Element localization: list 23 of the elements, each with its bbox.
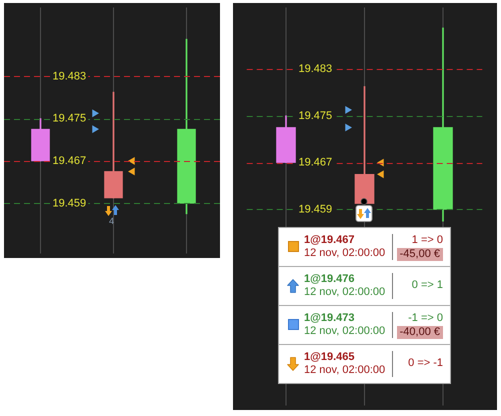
text: 1@19.467 (304, 234, 354, 247)
text: 1@19.465 (304, 351, 354, 364)
annotation: -45,00 € (396, 248, 443, 261)
y-tick-label: 19.483 (298, 62, 332, 75)
annotation: 0 => -1 (408, 357, 443, 370)
text: 12 nov, 02:00:00 (304, 364, 386, 377)
text: 12 nov, 02:00:00 (304, 286, 386, 299)
annotation: 0 => 1 (412, 279, 443, 292)
text: 1@19.473 (304, 312, 354, 325)
y-tick-label: 19.483 (52, 70, 86, 82)
text: 1@19.476 (304, 273, 354, 286)
y-tick-label: 19.467 (52, 154, 86, 167)
y-tick-label: 19.475 (298, 110, 332, 122)
y-tick-label: 19.475 (52, 112, 86, 125)
annotation: 1 => 0 (412, 234, 443, 247)
annotation: -1 => 0 (408, 312, 443, 325)
annotation: -40,00 € (396, 326, 443, 339)
text: 12 nov, 02:00:00 (304, 325, 386, 338)
y-tick-label: 19.467 (298, 156, 332, 169)
y-tick-label: 19.459 (298, 203, 332, 216)
annotation: 4 (109, 216, 114, 226)
y-tick-label: 19.459 (52, 197, 86, 210)
text: 12 nov, 02:00:00 (304, 247, 386, 260)
